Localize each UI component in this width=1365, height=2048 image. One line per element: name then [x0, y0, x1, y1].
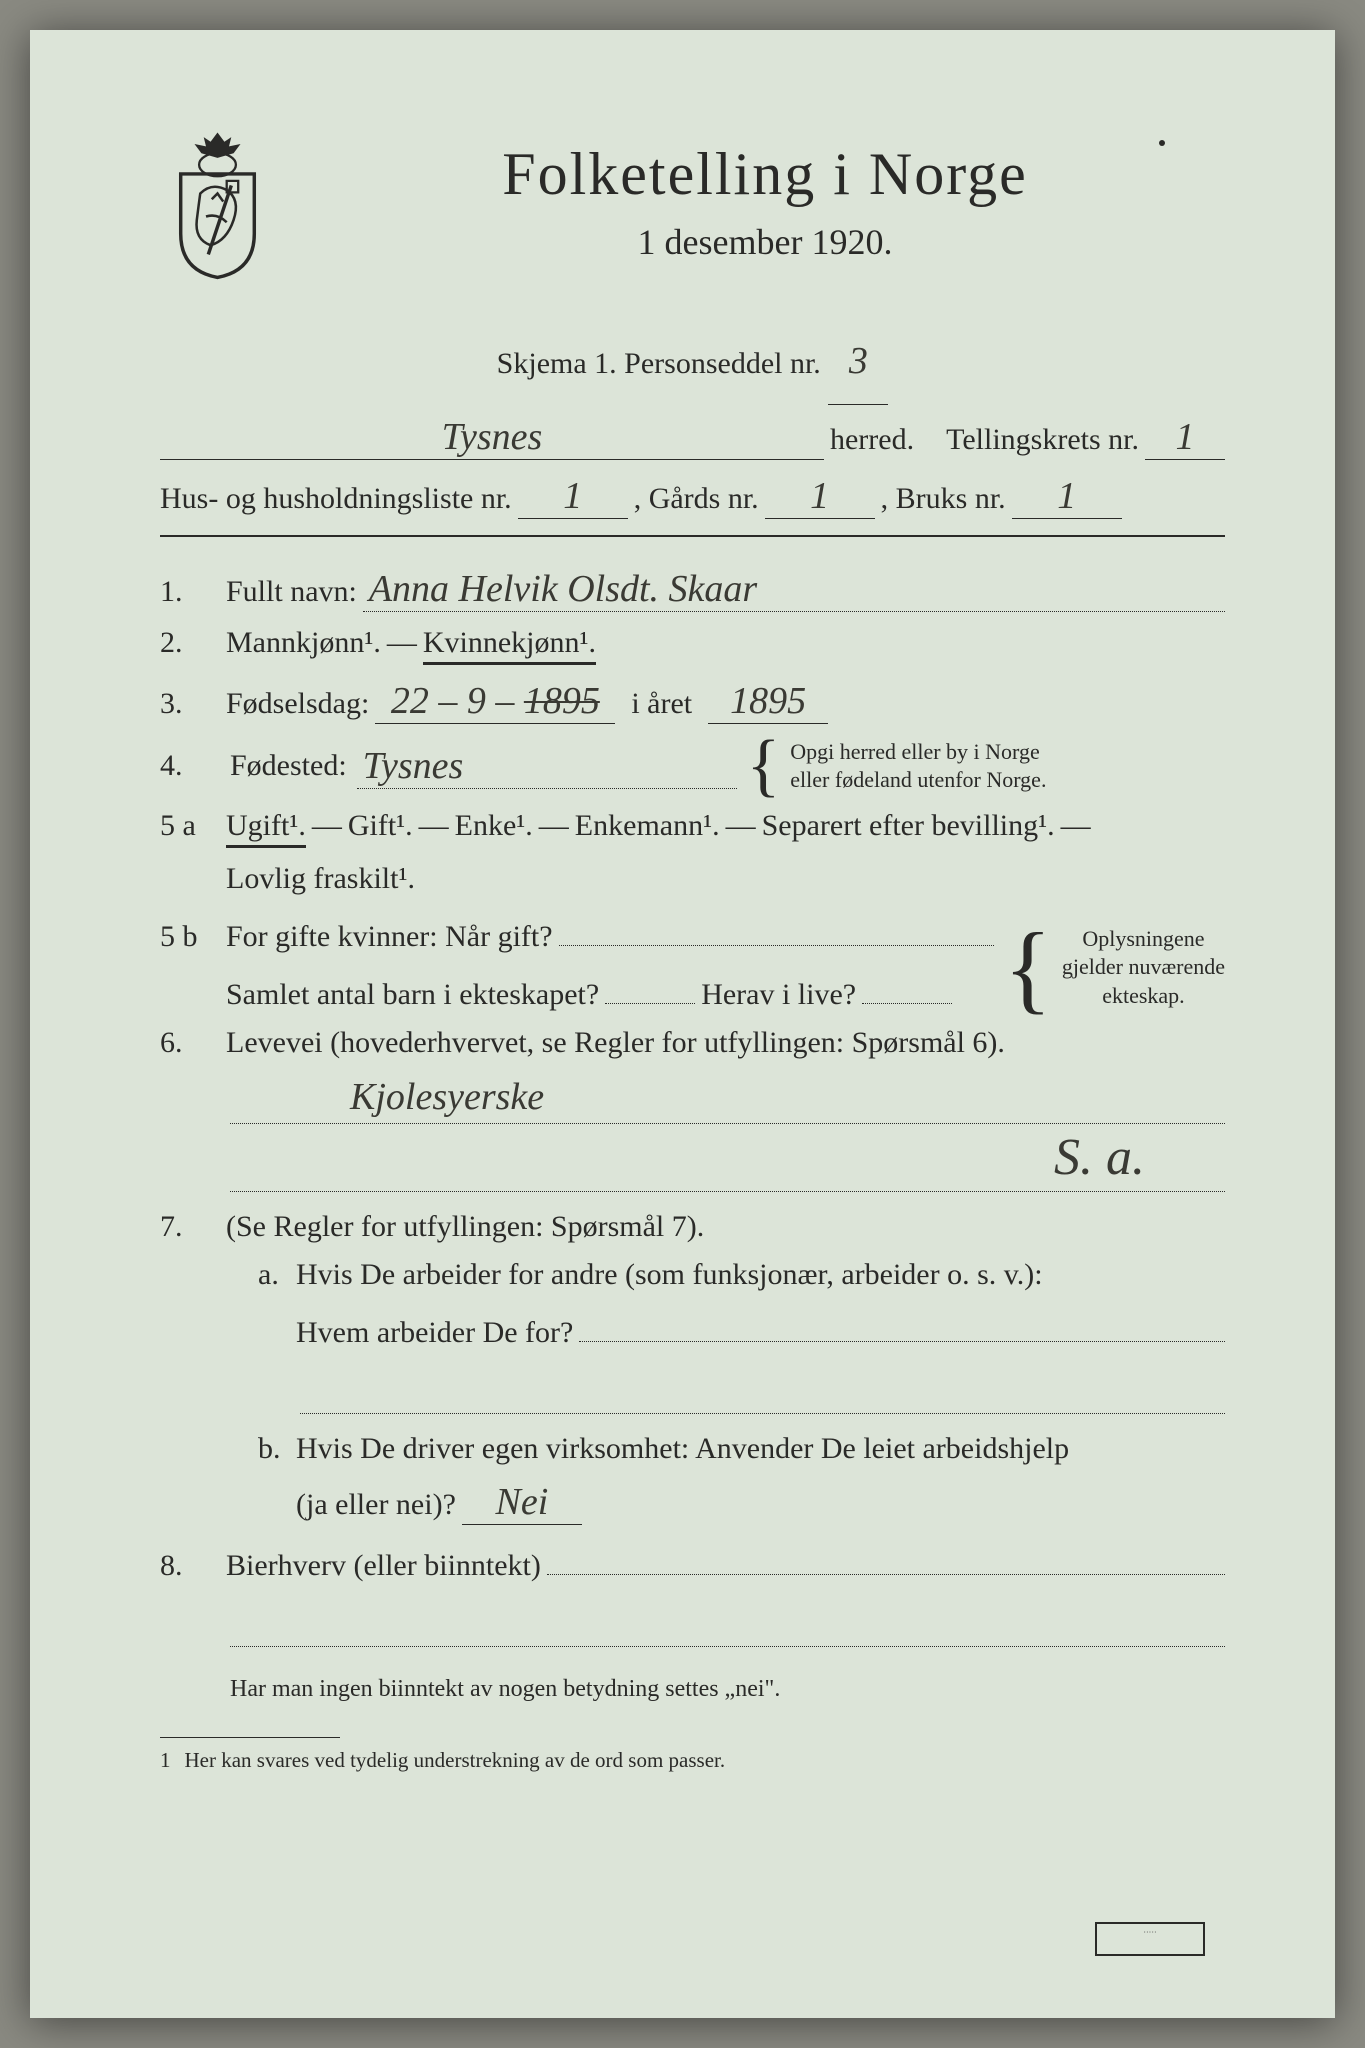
footnote: 1 Her kan svares ved tydelig understrekn… [160, 1748, 1225, 1773]
tellingskrets-label: Tellingskrets nr. [946, 423, 1139, 457]
husliste-nr: 1 [518, 474, 628, 519]
q4-row: 4. Fødested: Tysnes { Opgi herred eller … [160, 738, 1225, 795]
q1-value: Anna Helvik Olsdt. Skaar [363, 567, 1225, 612]
q7-intro-text: (Se Regler for utfyllingen: Spørsmål 7). [226, 1210, 704, 1244]
q7-intro: 7. (Se Regler for utfyllingen: Spørsmål … [160, 1210, 1225, 1244]
q6-value-line: Kjolesyerske [230, 1074, 1225, 1124]
q6-num: 6. [160, 1026, 220, 1060]
q8-num: 8. [160, 1549, 220, 1583]
herred-label: herred. [830, 423, 914, 457]
q4-num: 4. [160, 749, 220, 783]
norway-coat-of-arms-icon [160, 130, 275, 280]
page-title: Folketelling i Norge [305, 140, 1225, 209]
q6-sig-line: S. a. [230, 1142, 1225, 1192]
q5b-block: 5 b For gifte kvinner: Når gift? Samlet … [160, 910, 1225, 1026]
q2-opt-k: Kvinnekjønn¹. [423, 626, 596, 665]
q6-label: Levevei (hovederhvervet, se Regler for u… [226, 1026, 1005, 1060]
skjema-line: Skjema 1. Personseddel nr. 3 [160, 320, 1225, 405]
q2-row: 2. Mannkjønn¹. — Kvinnekjønn¹. [160, 626, 1225, 665]
q5b-live-value [862, 968, 952, 1004]
q3-num: 3. [160, 687, 220, 721]
q8-value [547, 1539, 1225, 1575]
q1-label: Fullt navn: [226, 575, 357, 609]
hus-line: Hus- og husholdningsliste nr. 1 , Gårds … [160, 474, 1225, 537]
q5a-num: 5 a [160, 809, 220, 843]
footnote-rule [160, 1737, 340, 1738]
gaards-nr: 1 [765, 474, 875, 519]
q3-day: 22 – 9 – 1895 [375, 679, 615, 724]
header: Folketelling i Norge 1 desember 1920. [160, 130, 1225, 280]
q3-mid: i året [631, 687, 692, 721]
q5a-ugift: Ugift¹. [226, 809, 306, 848]
q7a-value [579, 1306, 1225, 1342]
q4-label: Fødested: [230, 749, 347, 783]
q6-row: 6. Levevei (hovederhvervet, se Regler fo… [160, 1026, 1225, 1060]
skjema-label: Skjema 1. Personseddel nr. [497, 347, 821, 380]
q1-num: 1. [160, 575, 220, 609]
q5b-l2a: Samlet antal barn i ekteskapet? [226, 978, 599, 1012]
q5b-l2b: Herav i live? [701, 978, 856, 1012]
q7a-l2: Hvem arbeider De for? [296, 1316, 573, 1350]
q5a-fraskilt: Lovlig fraskilt¹. [226, 862, 415, 896]
herred-line: Tysnes herred. Tellingskrets nr. 1 [160, 415, 1225, 460]
q3-year: 1895 [708, 679, 828, 724]
q7b-l2a: (ja eller nei)? [296, 1488, 456, 1522]
page-subtitle: 1 desember 1920. [305, 221, 1225, 263]
q3-row: 3. Fødselsdag: 22 – 9 – 1895 i året 1895 [160, 679, 1225, 724]
q7a-block: a. Hvis De arbeider for andre (som funks… [160, 1258, 1225, 1525]
herred-value: Tysnes [160, 415, 824, 460]
footnote-num: 1 [160, 1748, 171, 1773]
tail-instruction: Har man ingen biinntekt av nogen betydni… [230, 1671, 1225, 1707]
q5b-note: Oplysningene gjelder nuværende ekteskap. [1062, 925, 1225, 1011]
q4-value: Tysnes [357, 744, 737, 789]
bruks-nr: 1 [1012, 474, 1122, 519]
q2-num: 2. [160, 626, 220, 660]
q7a-num: a. [230, 1258, 290, 1292]
q1-row: 1. Fullt navn: Anna Helvik Olsdt. Skaar [160, 567, 1225, 612]
q5b-num: 5 b [160, 920, 220, 954]
gaards-label: , Gårds nr. [634, 482, 759, 516]
q6-signature: S. a. [1054, 1128, 1145, 1187]
q6-value: Kjolesyerske [350, 1075, 544, 1119]
census-form-page: Folketelling i Norge 1 desember 1920. Sk… [30, 30, 1335, 2018]
q7b-l1: Hvis De driver egen virksomhet: Anvender… [296, 1432, 1069, 1466]
brace-icon: { [1004, 938, 1052, 998]
q8-row: 8. Bierhverv (eller biinntekt) [160, 1539, 1225, 1583]
q5a-row2: Lovlig fraskilt¹. [160, 862, 1225, 896]
printer-stamp-icon: ····· [1095, 1922, 1205, 1956]
q7a-extra-line [300, 1364, 1225, 1414]
q3-label: Fødselsdag: [226, 687, 369, 721]
stray-ink-dot [1159, 140, 1165, 146]
q7a-l1: Hvis De arbeider for andre (som funksjon… [296, 1258, 1043, 1292]
footnote-text: Her kan svares ved tydelig understreknin… [185, 1748, 726, 1773]
q4-note: Opgi herred eller by i Norge eller fødel… [790, 738, 1046, 795]
q2-opt-m: Mannkjønn¹. [226, 626, 381, 660]
q5a-row1: 5 a Ugift¹. — Gift¹. — Enke¹. — Enkemann… [160, 809, 1225, 848]
q8-extra-line [230, 1597, 1225, 1647]
husliste-label: Hus- og husholdningsliste nr. [160, 482, 512, 516]
q7-num: 7. [160, 1210, 220, 1244]
q5b-barn-value [605, 968, 695, 1004]
bruks-label: , Bruks nr. [881, 482, 1006, 516]
q5b-gift-value [559, 910, 994, 946]
q7b-value: Nei [462, 1480, 582, 1525]
tellingskrets-nr: 1 [1145, 415, 1225, 460]
personseddel-nr: 3 [828, 320, 888, 405]
q5b-l1: For gifte kvinner: Når gift? [226, 920, 553, 954]
q8-label: Bierhverv (eller biinntekt) [226, 1549, 541, 1583]
brace-icon: { [747, 745, 781, 787]
q7b-num: b. [230, 1432, 290, 1466]
